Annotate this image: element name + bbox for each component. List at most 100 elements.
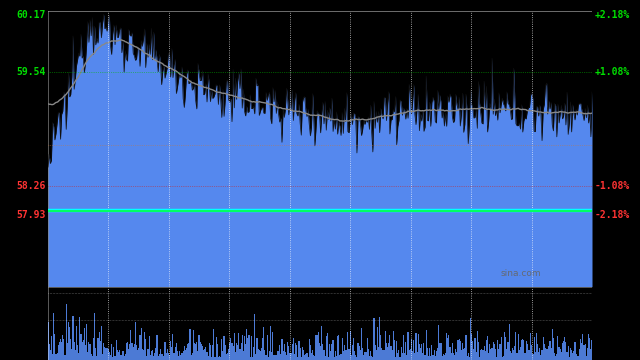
Bar — [573, 351, 574, 360]
Bar — [88, 342, 90, 360]
Bar — [135, 323, 136, 360]
Bar — [377, 327, 378, 360]
Bar — [500, 337, 502, 360]
Bar — [569, 356, 570, 360]
Bar — [461, 350, 462, 360]
Bar — [476, 352, 477, 360]
Bar — [437, 348, 438, 360]
Bar — [422, 354, 423, 360]
Bar — [294, 355, 295, 360]
Bar — [184, 346, 185, 360]
Bar — [238, 333, 239, 360]
Bar — [329, 344, 330, 360]
Bar — [247, 338, 248, 360]
Bar — [575, 354, 577, 360]
Bar — [392, 350, 393, 360]
Bar — [60, 339, 61, 360]
Bar — [320, 346, 321, 360]
Bar — [246, 329, 247, 360]
Bar — [259, 350, 260, 360]
Bar — [326, 336, 327, 360]
Bar — [268, 357, 269, 360]
Bar — [269, 351, 270, 360]
Bar — [388, 343, 389, 360]
Bar — [554, 353, 555, 360]
Bar — [534, 351, 536, 360]
Bar — [524, 352, 525, 360]
Bar — [210, 345, 211, 360]
Bar — [157, 356, 159, 360]
Bar — [568, 346, 569, 360]
Bar — [516, 353, 518, 360]
Bar — [221, 339, 222, 360]
Bar — [230, 338, 232, 360]
Bar — [100, 341, 101, 360]
Bar — [518, 333, 519, 360]
Bar — [358, 346, 360, 360]
Bar — [248, 335, 250, 360]
Bar — [520, 347, 521, 360]
Bar — [280, 354, 282, 360]
Bar — [68, 322, 69, 360]
Bar — [555, 356, 556, 360]
Bar — [481, 349, 483, 360]
Bar — [235, 352, 236, 360]
Bar — [423, 343, 424, 360]
Bar — [381, 348, 383, 360]
Bar — [539, 347, 540, 360]
Bar — [262, 338, 263, 360]
Bar — [222, 351, 223, 360]
Bar — [67, 343, 68, 360]
Bar — [418, 334, 419, 360]
Bar — [319, 343, 320, 360]
Bar — [298, 341, 300, 360]
Bar — [179, 351, 180, 360]
Bar — [565, 342, 566, 360]
Bar — [490, 349, 492, 360]
Bar — [134, 344, 135, 360]
Bar — [276, 355, 277, 360]
Bar — [396, 341, 397, 360]
Bar — [187, 344, 188, 360]
Bar — [128, 350, 129, 360]
Bar — [52, 354, 53, 360]
Bar — [87, 351, 88, 360]
Bar — [467, 356, 468, 360]
Bar — [316, 335, 317, 360]
Bar — [103, 343, 104, 360]
Bar — [373, 318, 374, 360]
Bar — [550, 348, 552, 360]
Bar — [72, 316, 74, 360]
Bar — [397, 353, 398, 360]
Bar — [219, 356, 220, 360]
Bar — [421, 344, 422, 360]
Bar — [362, 347, 363, 360]
Bar — [76, 325, 77, 360]
Bar — [122, 351, 124, 360]
Bar — [237, 345, 238, 360]
Bar — [65, 355, 66, 360]
Bar — [471, 334, 472, 360]
Bar — [444, 355, 445, 360]
Bar — [449, 347, 451, 360]
Bar — [200, 342, 201, 360]
Bar — [349, 332, 351, 360]
Bar — [571, 350, 572, 360]
Bar — [129, 344, 131, 360]
Text: 59.54: 59.54 — [16, 67, 45, 77]
Bar — [110, 355, 111, 360]
Bar — [446, 333, 447, 360]
Bar — [97, 338, 99, 360]
Bar — [152, 350, 153, 360]
Bar — [547, 348, 548, 360]
Bar — [342, 351, 344, 360]
Bar — [405, 342, 406, 360]
Bar — [285, 352, 286, 360]
Bar — [214, 357, 216, 360]
Bar — [62, 335, 63, 360]
Bar — [563, 341, 564, 360]
Bar — [201, 344, 202, 360]
Bar — [116, 350, 118, 360]
Bar — [436, 351, 437, 360]
Bar — [428, 356, 429, 360]
